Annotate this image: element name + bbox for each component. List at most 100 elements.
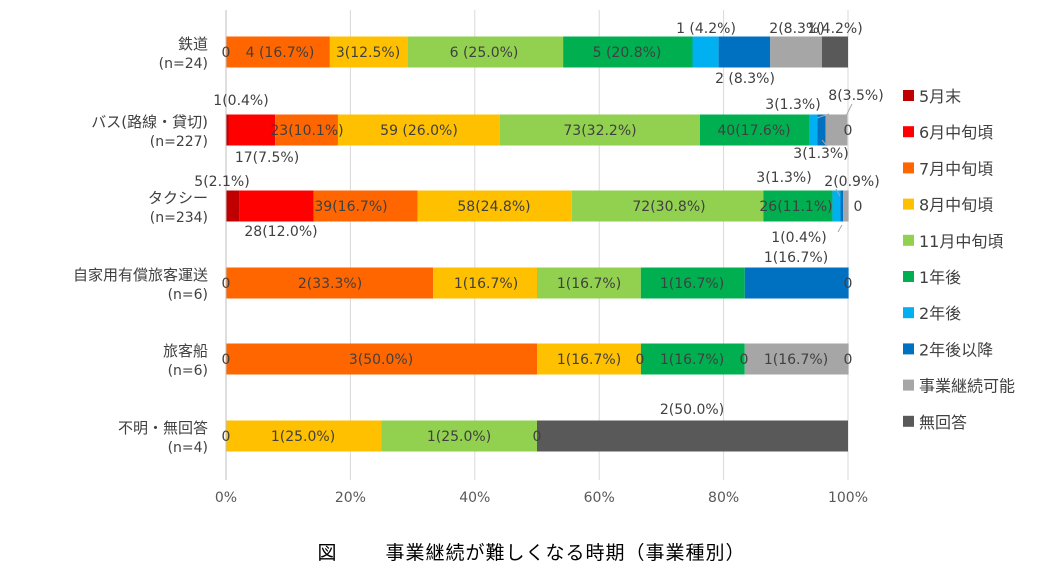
data-label: 5(2.1%) — [194, 174, 249, 190]
category-label: 自家用有償旅客運送 — [73, 266, 208, 284]
bar-segment — [563, 36, 693, 68]
data-label: 1(16.7%) — [764, 250, 828, 266]
data-label: 1(25.0%) — [427, 429, 491, 445]
category-label: 鉄道 — [178, 35, 208, 53]
legend-label: 5月末 — [919, 87, 961, 106]
data-label: 1(16.7%) — [454, 276, 518, 292]
category-label: バス(路線・貸切) — [91, 113, 208, 131]
data-label: 2(8.3%) — [769, 21, 824, 37]
figure-caption: 図 事業継続が難しくなる時期（事業種別） — [0, 538, 1063, 565]
legend-swatch — [903, 198, 914, 210]
data-label: 5 (20.8%) — [593, 45, 662, 61]
x-tick-label: 60% — [584, 490, 615, 506]
data-label: 1(25.0%) — [271, 429, 335, 445]
legend-swatch — [903, 307, 914, 319]
data-label: 1(16.7%) — [557, 352, 621, 368]
category-label: タクシー — [148, 189, 208, 207]
legend-label: 事業継続可能 — [919, 377, 1015, 396]
x-tick-label: 0% — [215, 490, 237, 506]
leader-line — [845, 103, 853, 117]
data-label: 0 — [740, 352, 749, 368]
data-label: 58(24.8%) — [457, 199, 530, 215]
bar-segment — [817, 114, 826, 146]
legend-swatch — [903, 271, 914, 282]
data-label: 3(12.5%) — [336, 45, 400, 61]
bar-segment — [821, 36, 848, 68]
data-label: 3(1.3%) — [756, 170, 811, 186]
bar-segment — [640, 267, 745, 299]
data-label: 2(0.9%) — [824, 174, 879, 190]
category-n-label: (n=234) — [150, 210, 208, 226]
data-label: 1(16.7%) — [764, 352, 828, 368]
bar-segment — [329, 36, 408, 68]
data-label: 4 (16.7%) — [246, 45, 315, 61]
legend-swatch — [903, 126, 914, 138]
data-label: 0 — [854, 199, 863, 215]
bar-segment — [226, 267, 434, 299]
data-label: 0 — [533, 429, 542, 445]
legend-label: 6月中旬頃 — [919, 123, 993, 142]
data-label: 73(32.2%) — [563, 123, 636, 139]
figure-title: 事業継続が難しくなる時期（事業種別） — [385, 542, 746, 564]
bar-segment — [417, 190, 572, 222]
bar-segment — [226, 343, 537, 375]
bar-segment — [226, 420, 382, 452]
bar-segment — [226, 190, 240, 222]
data-label: 2(50.0%) — [660, 402, 724, 418]
bar-segment — [809, 114, 818, 146]
bar-segment — [699, 114, 810, 146]
data-label: 1(0.4%) — [771, 230, 826, 246]
x-tick-label: 20% — [335, 490, 366, 506]
bar-segment — [537, 267, 641, 299]
legend-swatch — [903, 343, 914, 355]
category-n-label: (n=6) — [168, 287, 208, 303]
legend-swatch — [903, 379, 914, 391]
data-label: 1(16.7%) — [660, 352, 724, 368]
bar-segment — [337, 114, 500, 146]
x-tick-label: 80% — [708, 490, 739, 506]
stacked-bar-chart: 0% 20% 40% 60% 80% 100% 鉄道 (n=24) バス(路線・貸切) (n=22… — [73, 10, 1015, 506]
bar-segment — [692, 36, 719, 68]
legend-swatch — [903, 162, 914, 174]
category-n-label: (n=227) — [150, 134, 208, 150]
bar-segment — [499, 114, 700, 146]
data-label: 2 (8.3%) — [715, 71, 775, 87]
bar-segment — [832, 190, 841, 222]
data-label: 0 — [222, 352, 231, 368]
x-tick-label: 100% — [828, 490, 868, 506]
data-label: 8(3.5%) — [828, 88, 883, 104]
bar-segment — [843, 190, 849, 222]
bar-segment — [275, 114, 338, 146]
legend-label: 7月中旬頃 — [919, 159, 993, 178]
bar-segment — [763, 190, 833, 222]
bar-segment — [537, 343, 641, 375]
data-label: 72(30.8%) — [632, 199, 705, 215]
bar-segment — [226, 36, 330, 68]
bar-segment — [840, 190, 844, 222]
data-label: 39(16.7%) — [314, 199, 387, 215]
data-label: 26(11.1%) — [759, 199, 832, 215]
category-label: 不明・無回答 — [118, 419, 208, 437]
data-label: 3(1.3%) — [793, 146, 848, 162]
data-label: 0 — [222, 45, 231, 61]
figure-label: 図 — [317, 542, 338, 564]
data-label: 6 (25.0%) — [450, 45, 519, 61]
x-tick-label: 40% — [459, 490, 490, 506]
bar-segment — [640, 343, 745, 375]
leader-line — [816, 113, 830, 119]
data-label: 28(12.0%) — [244, 224, 317, 240]
bar-segment — [226, 114, 229, 146]
data-label: 17(7.5%) — [235, 150, 299, 166]
legend-label: 1年後 — [919, 268, 961, 287]
data-label: 1(4.2%) — [807, 21, 862, 37]
bar-segment — [228, 114, 276, 146]
data-label: 0 — [844, 123, 853, 139]
bar-segment — [571, 190, 764, 222]
bar-segment — [825, 114, 848, 146]
legend-swatch — [903, 90, 914, 101]
bar-segment — [744, 267, 849, 299]
bar-segment — [744, 343, 849, 375]
bar-segment — [433, 267, 537, 299]
bar-segment — [239, 190, 314, 222]
legend-label: 8月中旬頃 — [919, 196, 993, 215]
